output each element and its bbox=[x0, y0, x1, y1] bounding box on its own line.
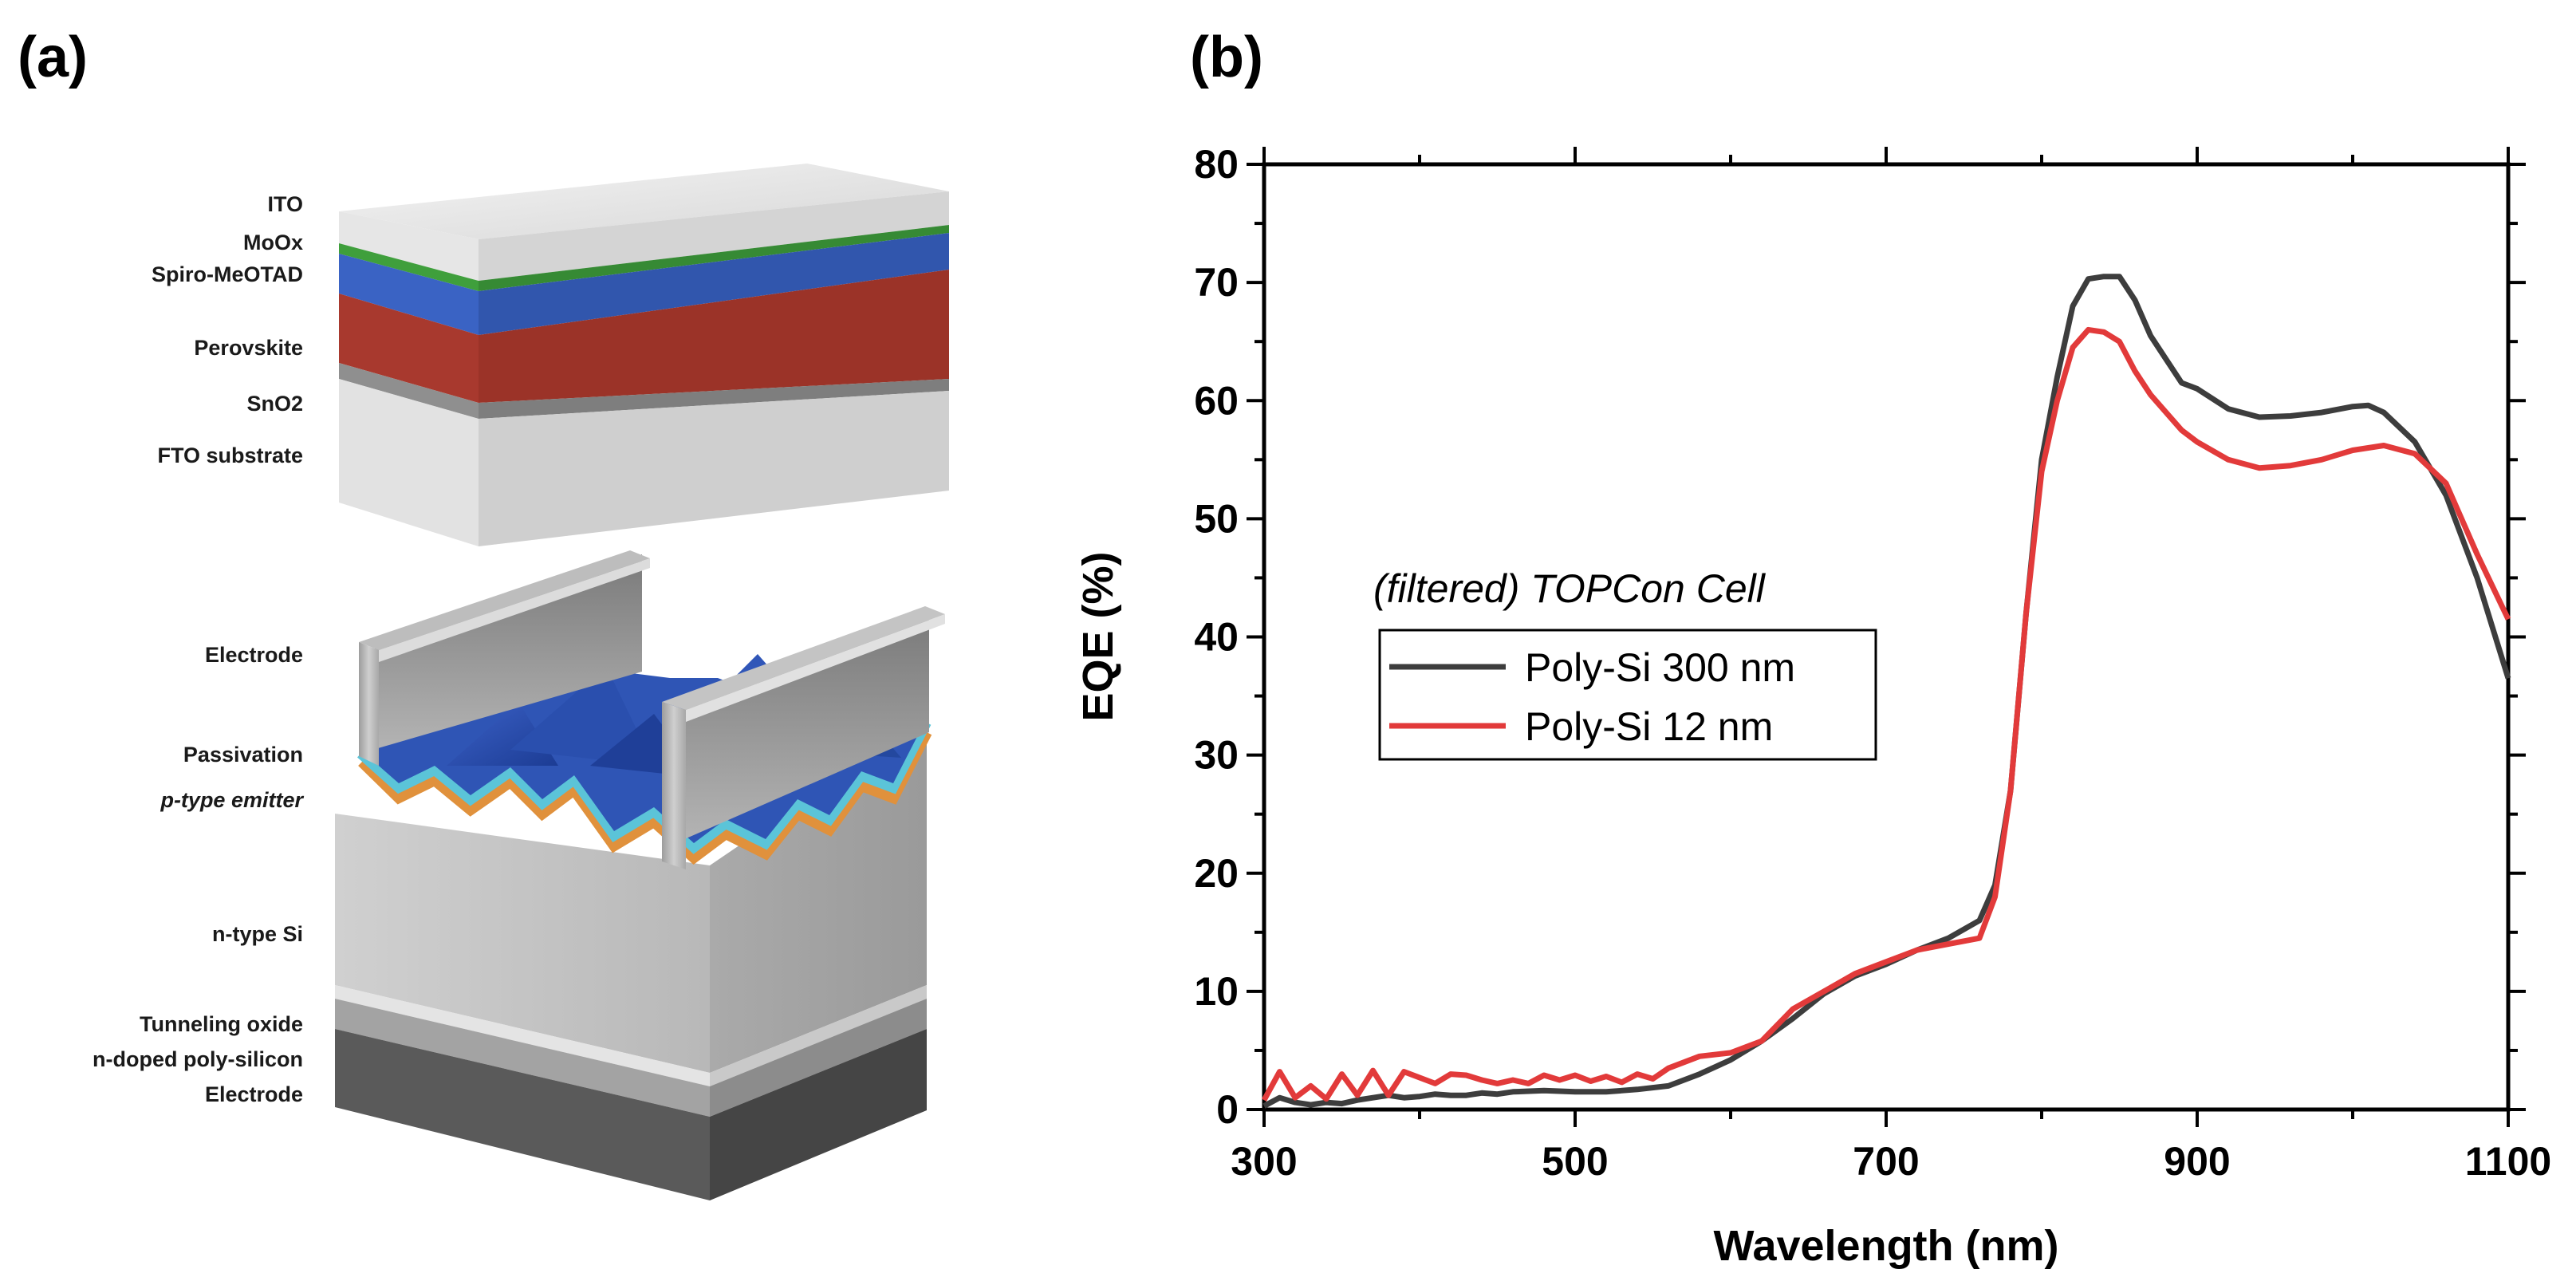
label-sno2: SnO2 bbox=[246, 392, 303, 416]
ito-layer bbox=[339, 211, 479, 281]
label-ito: ITO bbox=[267, 192, 303, 216]
y-tick-label: 50 bbox=[1194, 496, 1239, 541]
perovskite-layer-labels: ITO MoOx Spiro-MeOTAD Perovskite SnO2 FT… bbox=[152, 192, 303, 467]
moox-layer bbox=[339, 243, 479, 291]
y-tick-label: 40 bbox=[1194, 615, 1239, 660]
fto-layer bbox=[339, 379, 479, 546]
y-tick-label: 0 bbox=[1216, 1087, 1239, 1132]
label-p-emitter: p-type emitter bbox=[160, 788, 304, 812]
x-tick-label: 300 bbox=[1231, 1139, 1297, 1184]
x-tick-label: 700 bbox=[1853, 1139, 1919, 1184]
top-electrode-right-back bbox=[670, 614, 929, 845]
y-tick-labels: 0 10 20 30 40 50 60 70 80 bbox=[1194, 142, 1239, 1132]
p-emitter-band bbox=[358, 729, 932, 865]
poly-silicon-layer bbox=[335, 999, 710, 1117]
n-si-side-face bbox=[710, 718, 927, 1073]
bottom-electrode-layer bbox=[335, 1029, 710, 1200]
y-tick-label: 30 bbox=[1194, 733, 1239, 778]
y-tick-label: 70 bbox=[1194, 260, 1239, 305]
top-electrode-right-front bbox=[662, 702, 686, 869]
legend-label-poly-si-12: Poly-Si 12 nm bbox=[1525, 704, 1773, 749]
spiro-layer-side bbox=[479, 233, 949, 335]
bottom-electrode-side bbox=[710, 1029, 927, 1200]
series-lines bbox=[1261, 274, 2511, 1109]
label-electrode-top: Electrode bbox=[205, 643, 303, 667]
legend-box bbox=[1378, 629, 1877, 761]
top-electrode-left-back bbox=[359, 554, 642, 754]
ito-layer-side bbox=[479, 191, 949, 281]
perovskite-layer-side bbox=[479, 270, 949, 403]
series-line-poly-si-12 bbox=[1261, 326, 2511, 1102]
legend-title: (filtered) TOPCon Cell bbox=[1373, 566, 1767, 611]
top-electrode-right-edge bbox=[686, 614, 945, 722]
x-tick-label: 900 bbox=[2164, 1139, 2230, 1184]
label-moox: MoOx bbox=[243, 231, 303, 254]
y-tick-label: 80 bbox=[1194, 142, 1239, 187]
tunneling-oxide-layer bbox=[335, 985, 710, 1086]
y-axis-title: EQE (%) bbox=[1074, 551, 1122, 721]
perovskite-layer bbox=[339, 294, 479, 403]
passivation-band bbox=[356, 720, 932, 854]
label-poly-silicon: n-doped poly-silicon bbox=[93, 1047, 303, 1071]
n-si-front-face bbox=[335, 814, 710, 1073]
x-tick-label: 500 bbox=[1542, 1139, 1608, 1184]
top-electrode-left-edge bbox=[379, 558, 650, 662]
y-tick-label: 60 bbox=[1194, 378, 1239, 423]
tunneling-oxide-side bbox=[710, 985, 927, 1086]
sno2-layer bbox=[339, 363, 479, 419]
y-tick-label: 20 bbox=[1194, 851, 1239, 896]
top-electrode-left-top bbox=[359, 550, 650, 650]
x-tick-labels: 300 500 700 900 1100 bbox=[1231, 1139, 2551, 1184]
axis-ticks bbox=[1247, 147, 2526, 1127]
perovskite-stack bbox=[339, 164, 949, 546]
poly-silicon-side bbox=[710, 999, 927, 1117]
x-axis-title: Wavelength (nm) bbox=[1713, 1222, 2058, 1270]
ito-top-face bbox=[339, 164, 949, 239]
label-tunneling-oxide: Tunneling oxide bbox=[140, 1012, 303, 1036]
x-tick-label: 1100 bbox=[2465, 1139, 2551, 1184]
panel-a-label: (a) bbox=[18, 26, 88, 89]
label-electrode-bottom: Electrode bbox=[205, 1082, 303, 1106]
fto-layer-side bbox=[479, 391, 949, 546]
pyramid bbox=[510, 666, 654, 766]
top-electrode-right-top bbox=[662, 606, 945, 710]
top-electrode-left-front bbox=[359, 642, 379, 766]
label-perovskite: Perovskite bbox=[194, 336, 303, 360]
sno2-layer-side bbox=[479, 379, 949, 419]
eqe-chart: 0 10 20 30 40 50 60 70 80 300 500 700 900 1100 Wavel… bbox=[1074, 142, 2551, 1270]
silicon-layer-labels: Electrode Passivation p-type emitter n-t… bbox=[93, 643, 304, 1106]
silicon-cell bbox=[335, 550, 945, 1200]
panel-b-label: (b) bbox=[1190, 26, 1263, 89]
label-n-si: n-type Si bbox=[212, 922, 303, 946]
legend: (filtered) TOPCon Cell Poly-Si 300 nm Po… bbox=[1373, 566, 1877, 761]
y-tick-label: 10 bbox=[1194, 969, 1239, 1014]
label-fto: FTO substrate bbox=[157, 443, 303, 467]
spiro-layer bbox=[339, 254, 479, 335]
label-spiro: Spiro-MeOTAD bbox=[152, 262, 303, 286]
label-passivation: Passivation bbox=[183, 743, 303, 767]
moox-layer-side bbox=[479, 225, 949, 291]
legend-label-poly-si-300: Poly-Si 300 nm bbox=[1525, 645, 1795, 690]
